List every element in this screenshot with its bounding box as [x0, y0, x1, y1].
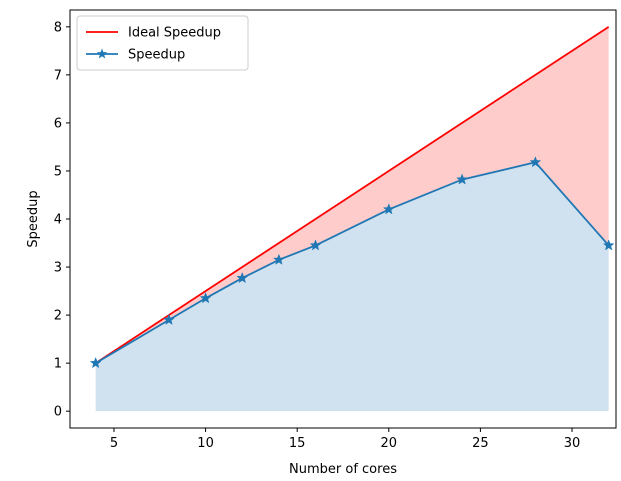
data-point-speedup [272, 253, 285, 265]
y-tick-label: 8 [54, 20, 62, 35]
x-tick-label: 15 [289, 436, 306, 451]
data-point-speedup [456, 173, 468, 185]
series-line-speedup [95, 161, 610, 364]
x-tick-label: 5 [110, 436, 118, 451]
data-point-speedup [602, 239, 615, 251]
data-point-speedup [199, 292, 212, 304]
legend: Ideal Speedup Speedup [76, 15, 249, 71]
y-tick-label: 0 [54, 405, 62, 420]
x-axis-ticks: 5 10 15 20 25 30 [110, 428, 580, 451]
y-tick-label: 7 [54, 68, 62, 83]
fill-areas [95, 26, 609, 412]
x-tick-label: 10 [197, 436, 214, 451]
series-markers [89, 156, 615, 369]
legend-box [76, 15, 249, 71]
x-axis-label: Number of cores [289, 462, 397, 477]
data-point-speedup [529, 156, 542, 168]
data-point-speedup [236, 271, 249, 284]
series-line-ideal-speedup [95, 26, 610, 364]
data-point-speedup [382, 203, 395, 215]
y-tick-label: 1 [54, 357, 62, 372]
x-tick-label: 20 [381, 436, 398, 451]
series-lines [95, 26, 610, 364]
y-axis-ticks: 0 1 2 3 4 5 6 7 8 [54, 20, 70, 420]
data-point-speedup [89, 356, 102, 369]
y-axis-label: Speedup [26, 190, 41, 247]
legend-label-speedup: Speedup [128, 48, 185, 63]
y-tick-label: 5 [54, 164, 62, 179]
speedup-area-fill [95, 162, 609, 412]
legend-label-ideal-speedup: Ideal Speedup [128, 26, 221, 41]
x-tick-label: 30 [564, 436, 581, 451]
y-tick-label: 4 [54, 213, 62, 228]
x-tick-label: 25 [472, 436, 489, 451]
y-tick-label: 3 [54, 261, 62, 276]
data-point-speedup [309, 239, 322, 251]
data-point-speedup [163, 313, 175, 325]
y-tick-label: 6 [54, 116, 62, 131]
y-tick-label: 2 [54, 309, 62, 324]
legend-marker-speedup [96, 48, 108, 59]
